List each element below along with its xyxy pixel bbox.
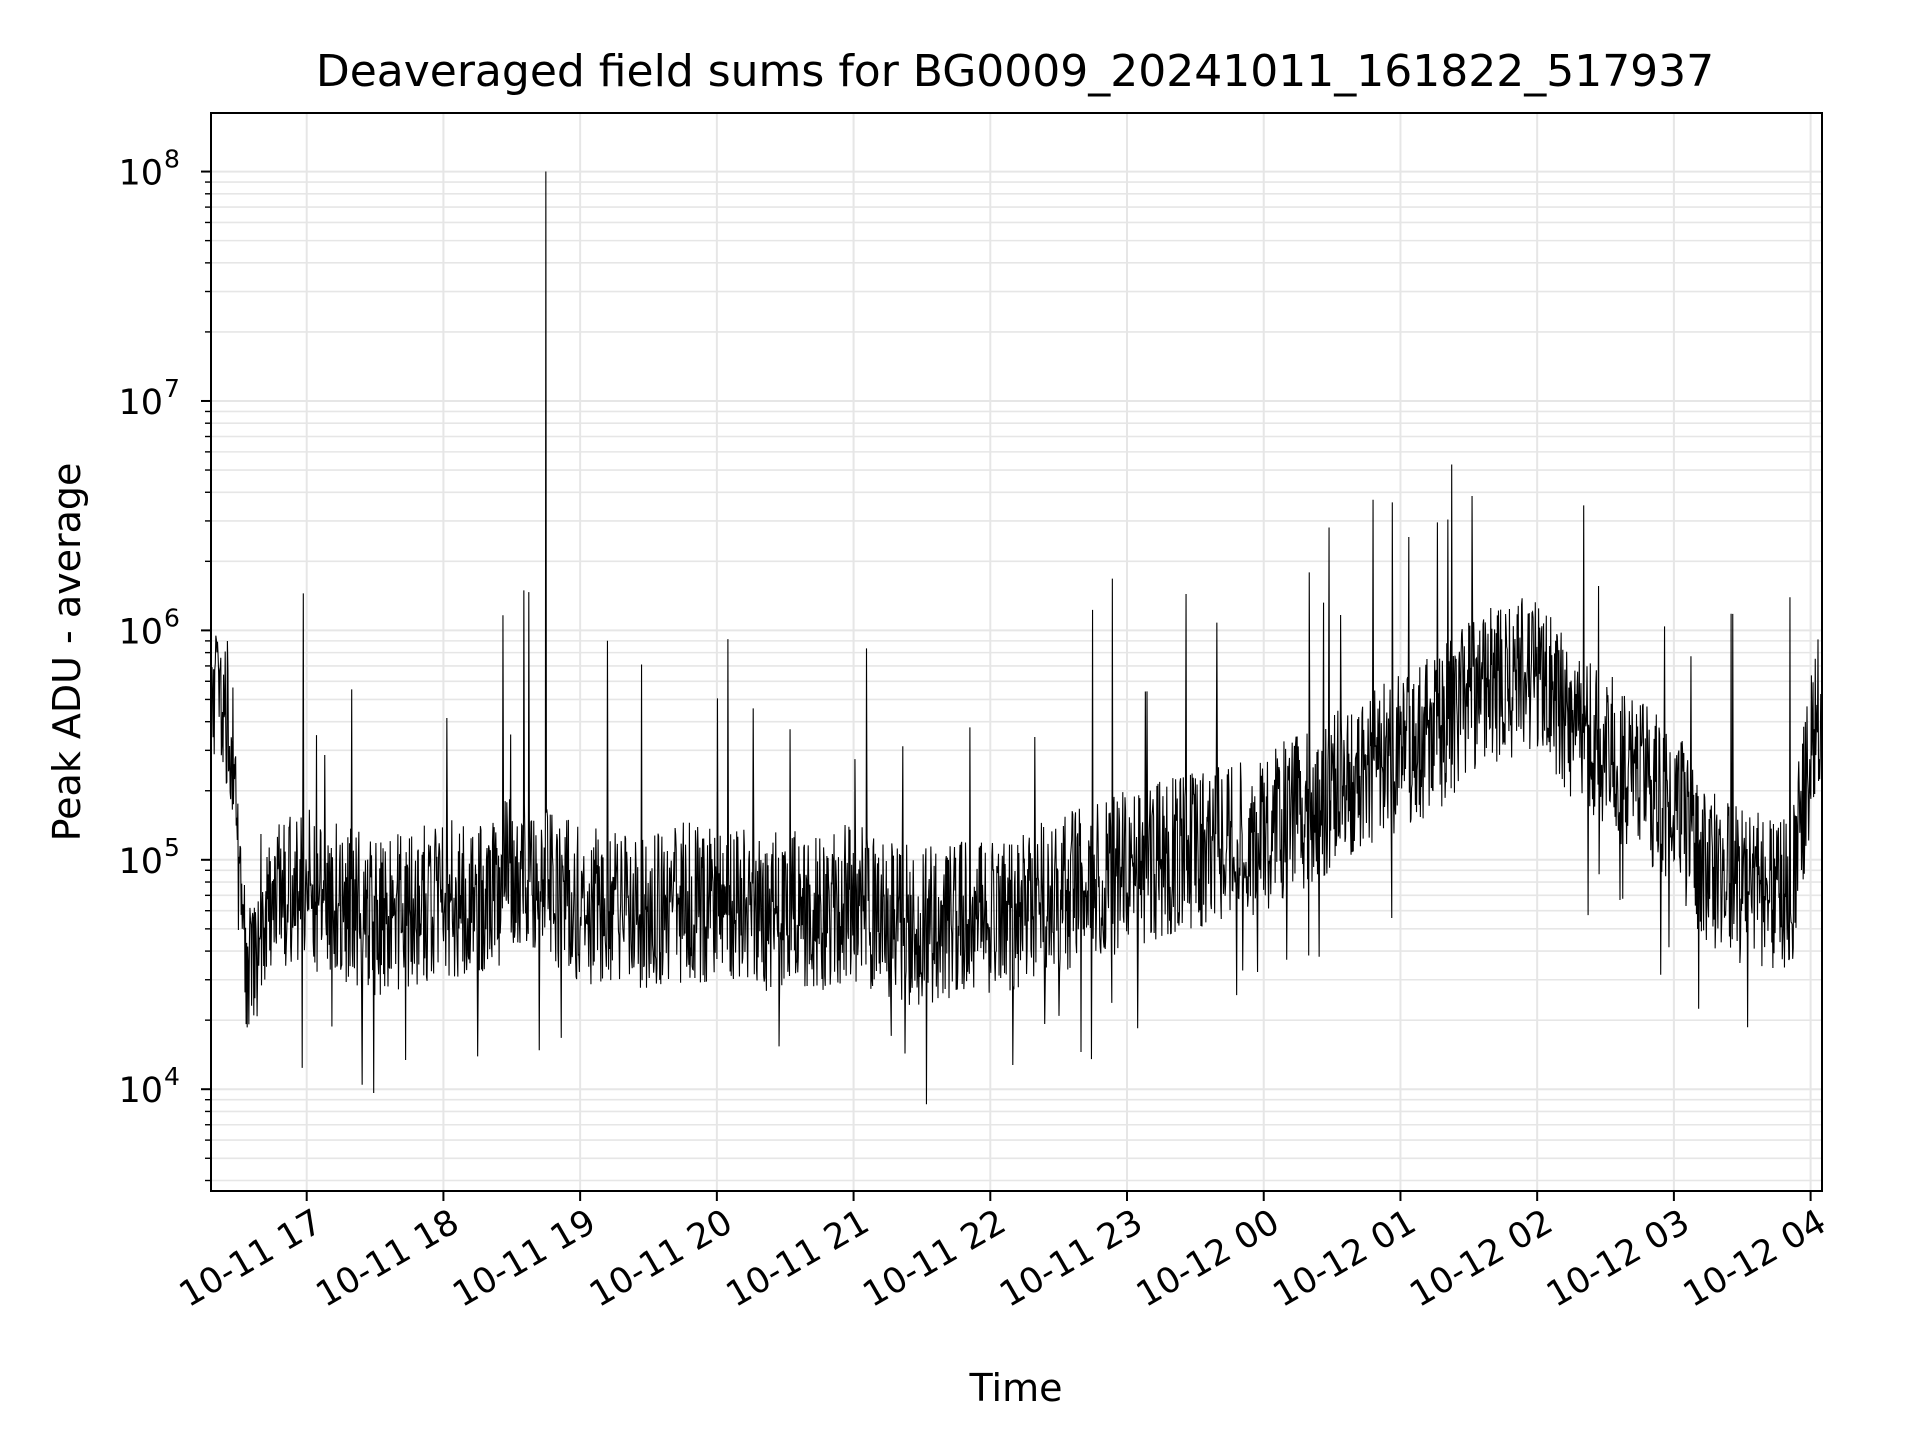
y-tick-label: 10: [118, 154, 163, 194]
series-line: [211, 171, 1822, 1105]
y-tick-label: 10: [118, 842, 163, 882]
y-tick-exponent: 4: [164, 1062, 180, 1091]
y-tick-exponent: 6: [164, 603, 180, 632]
series-line-group: [211, 171, 1822, 1105]
x-axis-label: Time: [969, 1366, 1063, 1410]
y-tick-exponent: 8: [164, 145, 180, 174]
y-tick-exponent: 7: [164, 374, 180, 403]
y-tick-label: 10: [118, 612, 163, 652]
chart-title: Deaveraged field sums for BG0009_2024101…: [316, 46, 1714, 97]
y-tick-exponent: 5: [164, 833, 180, 862]
y-axis-label: Peak ADU - average: [45, 463, 89, 842]
y-tick-label: 10: [118, 1071, 163, 1111]
y-tick-label: 10: [118, 383, 163, 423]
